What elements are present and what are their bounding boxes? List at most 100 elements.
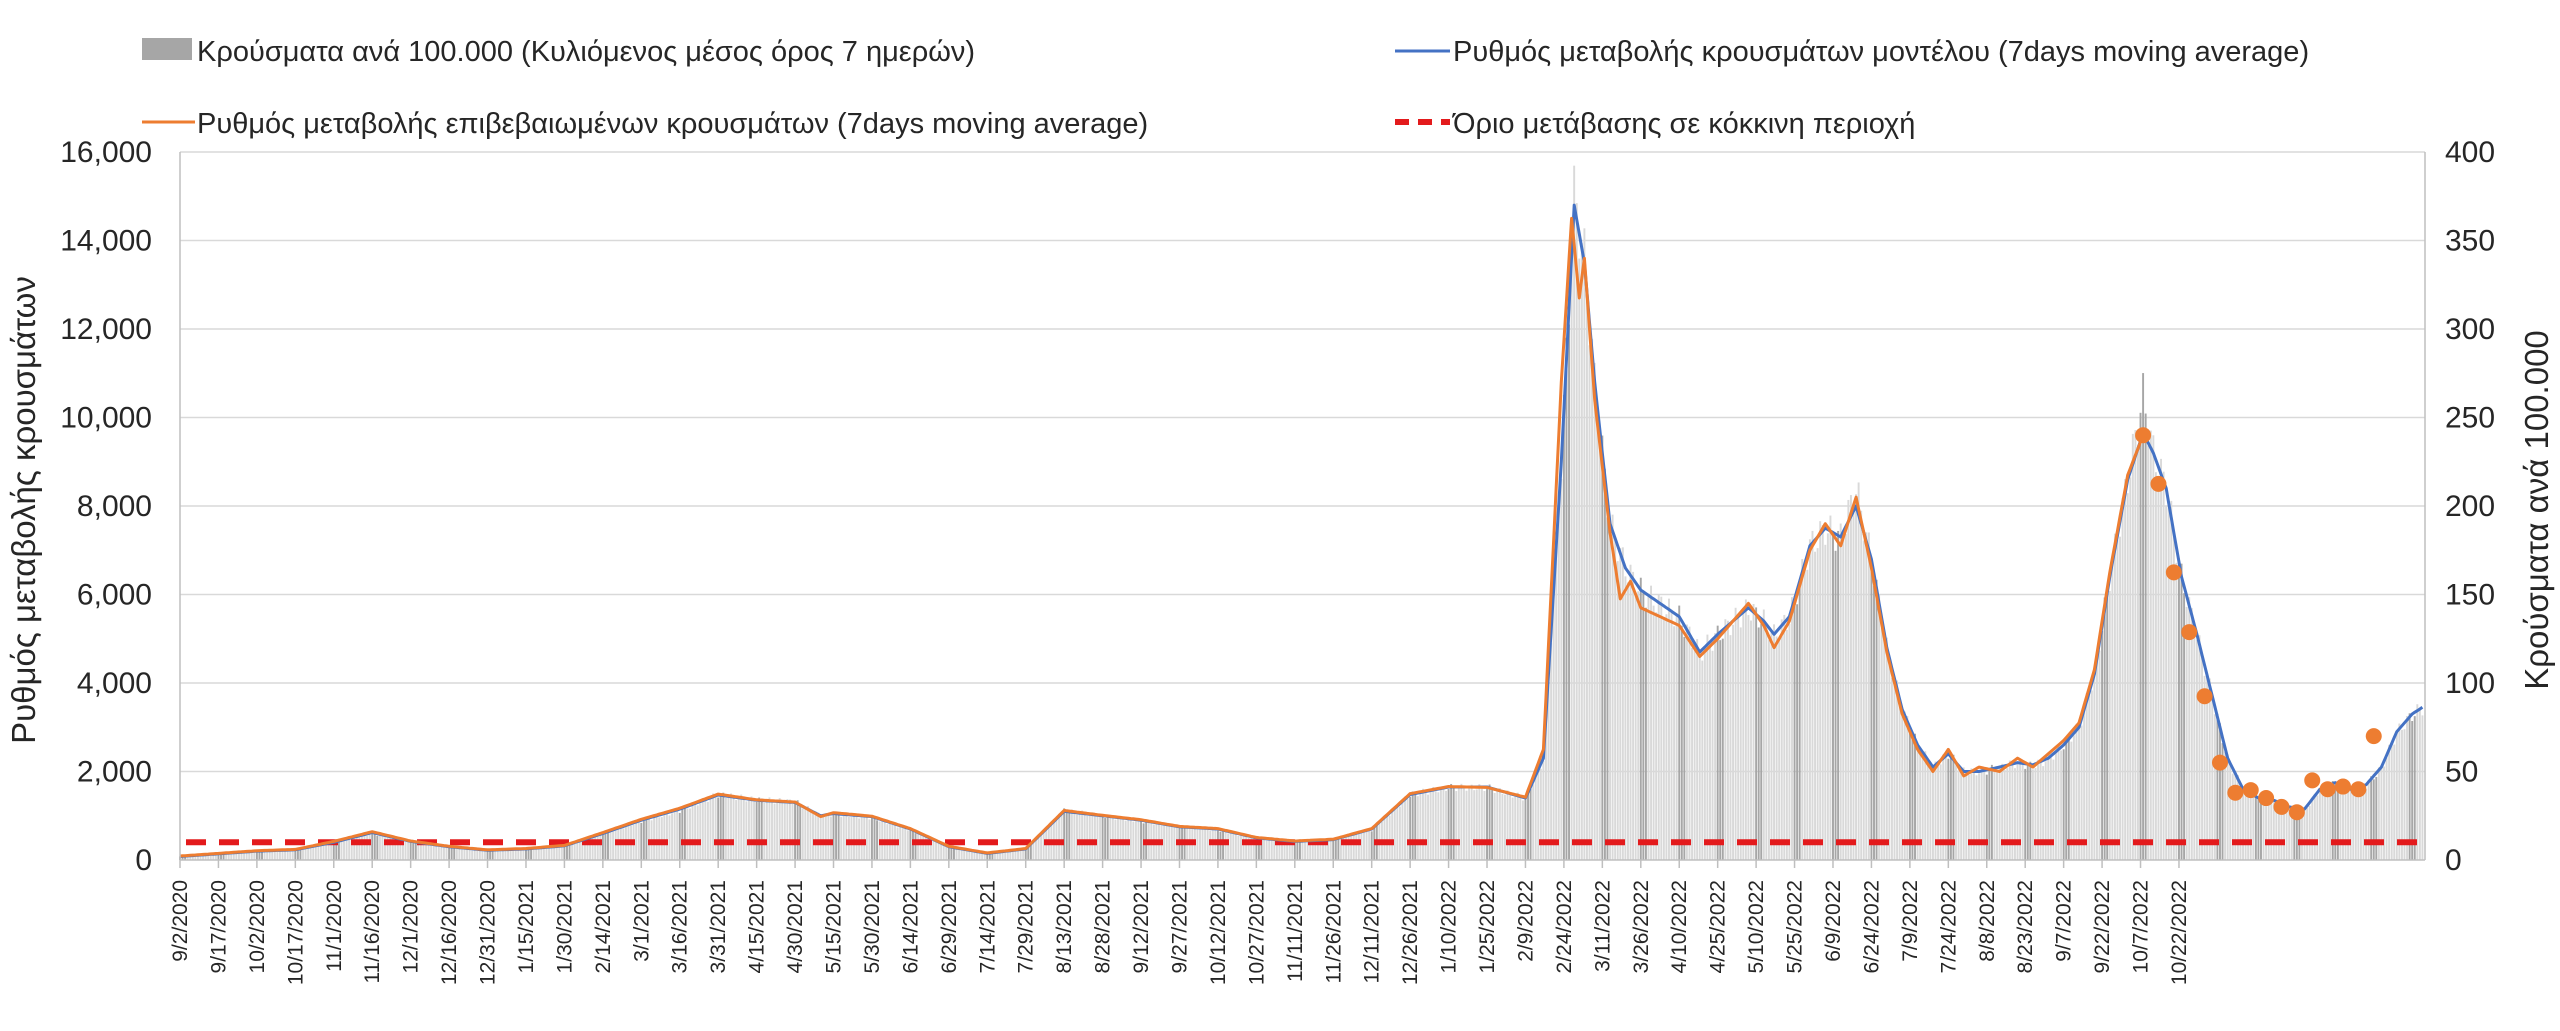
legend-label-confirmed: Ρυθμός μεταβολής επιβεβαιωμένων κρουσμάτ… xyxy=(197,108,1148,140)
bar xyxy=(2103,597,2106,860)
bar xyxy=(2208,678,2211,860)
bar xyxy=(2406,716,2409,860)
bar xyxy=(694,802,697,860)
bar xyxy=(1983,769,1986,860)
bar xyxy=(1821,525,1824,860)
bar xyxy=(1368,830,1371,860)
bar xyxy=(204,854,207,860)
bar xyxy=(1919,754,1922,860)
bar xyxy=(1788,623,1791,860)
bar xyxy=(1673,626,1676,860)
x-tick-label: 5/15/2021 xyxy=(823,880,846,973)
bar xyxy=(1247,838,1250,860)
bar xyxy=(525,849,527,860)
bar xyxy=(2236,775,2239,860)
marker-confirmed xyxy=(2181,624,2198,641)
bar xyxy=(1888,655,1891,860)
bar xyxy=(407,841,410,860)
bar xyxy=(227,852,230,860)
bar xyxy=(1568,324,1570,861)
x-tick-label: 4/15/2021 xyxy=(746,880,769,973)
bar xyxy=(2349,786,2352,860)
bar xyxy=(581,839,584,860)
bar xyxy=(970,850,973,860)
bar xyxy=(727,797,730,860)
bar xyxy=(1370,831,1373,860)
marker-confirmed xyxy=(2258,790,2275,807)
bar xyxy=(809,810,812,860)
bar xyxy=(1529,788,1532,860)
legend-item-confirmed[interactable]: Ρυθμός μεταβολής επιβεβαιωμένων κρουσμάτ… xyxy=(142,108,1148,140)
bar xyxy=(771,800,773,860)
bar xyxy=(1791,597,1793,860)
legend-item-bars[interactable]: Κρούσματα ανά 100.000 (Κυλιόμενος μέσος … xyxy=(142,36,975,68)
y-right-axis-title: Κρούσματα ανά 100.000 xyxy=(2518,330,2555,690)
bar xyxy=(1024,848,1027,860)
bar xyxy=(1644,607,1647,860)
x-tick-label: 5/10/2022 xyxy=(1745,880,1768,973)
bar xyxy=(1083,813,1086,860)
bar xyxy=(2075,723,2078,860)
bar xyxy=(1865,532,1868,860)
bar xyxy=(504,849,507,860)
bar xyxy=(268,850,271,860)
bar xyxy=(2021,764,2024,860)
bar xyxy=(2400,729,2403,860)
bar xyxy=(929,837,932,860)
legend-item-model[interactable]: Ρυθμός μεταβολής κρουσμάτων μοντέλου (7d… xyxy=(1395,36,2309,68)
bar xyxy=(389,836,392,860)
bar xyxy=(1732,624,1735,860)
x-tick-label: 7/9/2022 xyxy=(1899,880,1922,962)
bar xyxy=(2006,768,2009,860)
marker-confirmed xyxy=(2211,754,2228,771)
bar xyxy=(560,845,563,860)
bar xyxy=(437,845,440,860)
bar xyxy=(261,851,263,860)
bar xyxy=(1096,816,1099,860)
legend-label-model: Ρυθμός μεταβολής κρουσμάτων μοντέλου (7d… xyxy=(1453,36,2309,68)
bar xyxy=(742,798,745,860)
x-tick-label: 9/2/2020 xyxy=(169,880,192,962)
bar xyxy=(1201,828,1204,860)
bar xyxy=(589,836,592,860)
bar xyxy=(1457,787,1460,860)
bar xyxy=(466,848,468,860)
bar xyxy=(1314,840,1317,860)
bar xyxy=(2311,797,2314,860)
bar xyxy=(1281,839,1283,860)
bar xyxy=(2377,767,2380,860)
bar xyxy=(2318,790,2321,860)
bar xyxy=(635,821,638,860)
bar xyxy=(1063,808,1066,860)
bar xyxy=(576,842,579,860)
bar xyxy=(991,852,994,860)
bar xyxy=(1693,650,1696,860)
x-tick-label: 9/27/2021 xyxy=(1168,880,1191,973)
bar xyxy=(868,819,871,860)
bar xyxy=(2154,472,2157,860)
bar xyxy=(1009,851,1012,860)
legend-item-threshold[interactable]: Όριο μετάβασης σε κόκκινη περιοχή xyxy=(1395,108,1915,140)
bar xyxy=(673,809,676,860)
bar xyxy=(804,806,807,860)
bar xyxy=(545,848,548,860)
bar xyxy=(404,841,407,860)
bar xyxy=(599,833,602,860)
bar xyxy=(1488,784,1491,860)
bar xyxy=(1901,716,1904,860)
bar xyxy=(2293,805,2296,860)
bar xyxy=(709,797,712,860)
bar xyxy=(396,839,399,860)
bar xyxy=(207,853,210,860)
bar xyxy=(714,796,717,860)
bar xyxy=(450,848,453,860)
bar xyxy=(788,799,791,860)
bar xyxy=(942,844,945,860)
bar xyxy=(468,849,471,860)
bar xyxy=(1042,829,1045,860)
axes: 0 2,000 4,000 6,000 8,000 10,000 12,000 14,000 1… xyxy=(60,136,2495,985)
bar xyxy=(422,844,425,860)
bar xyxy=(1334,838,1337,860)
bar xyxy=(471,850,474,860)
bar xyxy=(1698,649,1701,860)
